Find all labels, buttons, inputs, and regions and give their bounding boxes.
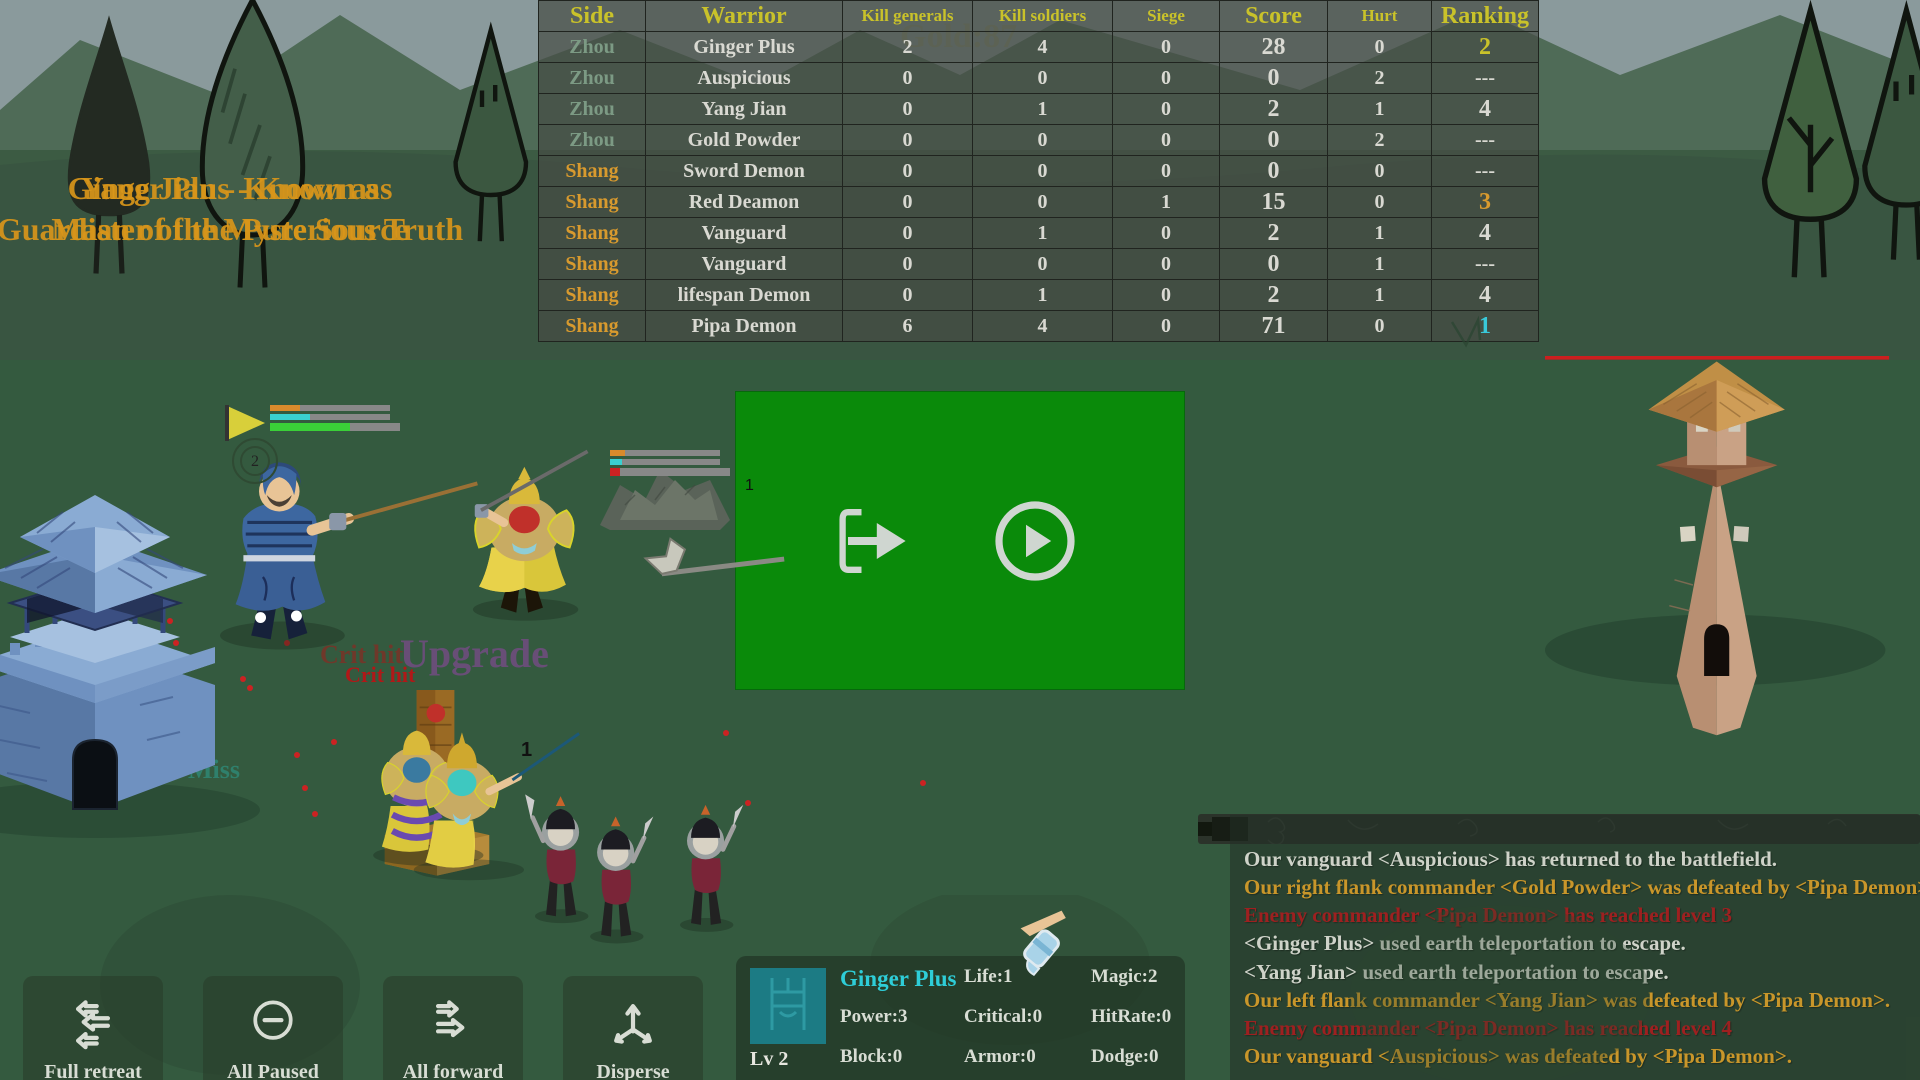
svg-text:2: 2 [251, 453, 259, 470]
svg-text:1: 1 [745, 477, 754, 494]
